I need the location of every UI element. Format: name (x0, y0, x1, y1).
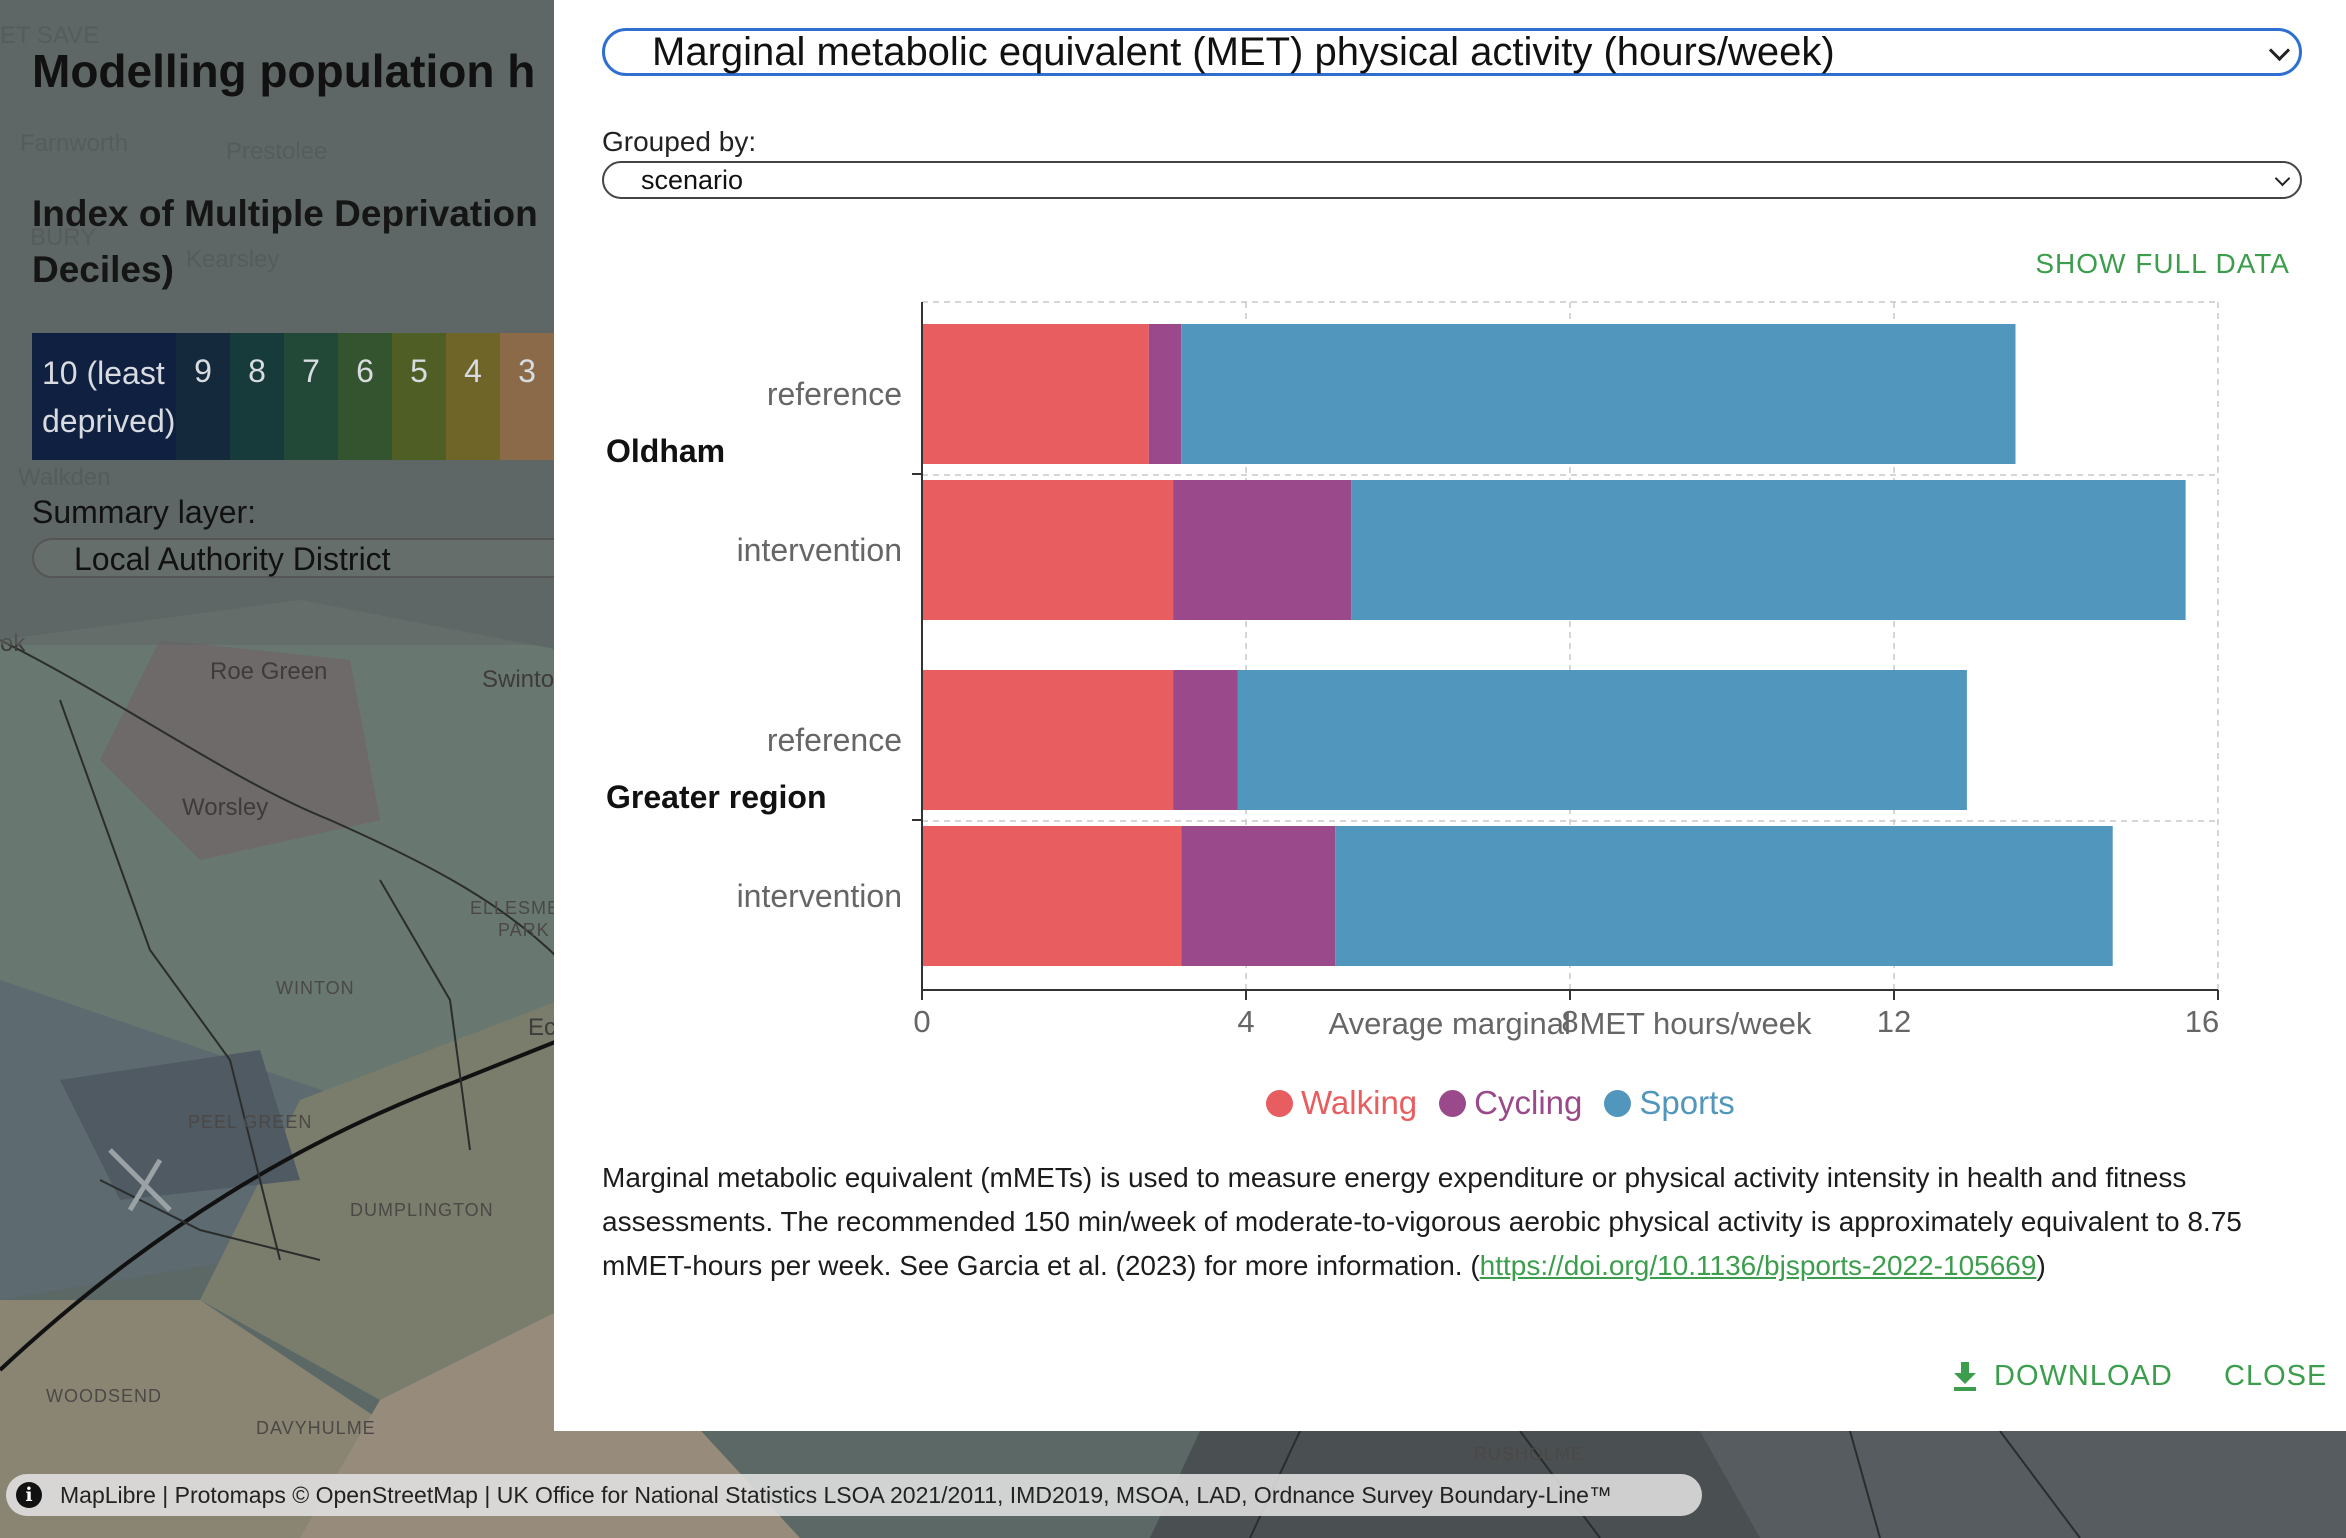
bar-segment-walking (922, 324, 1149, 464)
bar-segment-cycling (1173, 480, 1352, 620)
app-title: Modelling population h (32, 45, 536, 97)
legend-swatch (1439, 1089, 1467, 1117)
grouped-by-label: Grouped by: (602, 126, 757, 157)
bar-segment-walking (922, 670, 1174, 810)
close-button[interactable]: CLOSE (2224, 1360, 2328, 1392)
decile-swatch: 7 (284, 333, 338, 460)
map-place-label: WOODSEND (46, 1386, 162, 1406)
map-place-label: PEEL GREEN (188, 1112, 313, 1132)
map-place-label: Swinto (482, 666, 555, 693)
map-place-label: WINTON (276, 978, 355, 998)
bar-segment-sports (1237, 670, 1967, 810)
grouped-by-select[interactable]: scenario (602, 161, 2302, 199)
decile-swatch: 3 (500, 333, 554, 460)
doi-link[interactable]: https://doi.org/10.1136/bjsports-2022-10… (1479, 1250, 2037, 1281)
x-tick-label: 0 (913, 1004, 930, 1039)
x-tick-label: 12 (1877, 1004, 1911, 1039)
category-label: intervention (737, 532, 902, 568)
map-attribution: i MapLibre | Protomaps © OpenStreetMap |… (6, 1474, 1702, 1516)
legend-item[interactable]: Cycling (1439, 1084, 1582, 1122)
map-place-label: Roe Green (210, 658, 328, 685)
bar-segment-walking (922, 480, 1174, 620)
bar-segment-sports (1181, 324, 2016, 464)
bar-segment-sports (1351, 480, 2186, 620)
legend-swatch (1604, 1089, 1632, 1117)
category-label: intervention (737, 878, 902, 914)
legend-item[interactable]: Sports (1604, 1084, 1735, 1122)
bar-segment-walking (922, 826, 1182, 966)
met-description: Marginal metabolic equivalent (mMETs) is… (602, 1156, 2302, 1288)
map-place-label: Worsley (182, 794, 269, 821)
summary-layer-select[interactable]: Local Authority District (32, 538, 592, 578)
category-label: reference (767, 722, 902, 758)
map-place-label: DUMPLINGTON (350, 1200, 494, 1220)
decile-swatch: 10 (least deprived) (32, 333, 176, 460)
map-place-label: DAVYHULME (256, 1418, 376, 1438)
bar-segment-cycling (1181, 826, 1336, 966)
chevron-down-icon (2274, 170, 2291, 187)
description-text: Marginal metabolic equivalent (mMETs) is… (602, 1162, 2242, 1281)
show-full-data-button[interactable]: SHOW FULL DATA (2035, 248, 2290, 279)
category-label: reference (767, 376, 902, 412)
attribution-text: MapLibre | Protomaps © OpenStreetMap | U… (60, 1481, 1612, 1508)
description-end: ) (2036, 1250, 2046, 1281)
chevron-down-icon (2268, 39, 2291, 62)
legend-label: Sports (1639, 1084, 1735, 1121)
x-axis-label: Average marginal MET hours/week (1328, 1006, 1812, 1041)
x-tick-label: 16 (2185, 1004, 2219, 1039)
download-button[interactable]: DOWNLOAD (1952, 1360, 2173, 1393)
decile-legend: 10 (least deprived) 9 8 7 6 5 4 3 (32, 333, 554, 460)
decile-swatch: 5 (392, 333, 446, 460)
chart-dialog: Marginal metabolic equivalent (MET) phys… (554, 0, 2346, 1431)
map-place-label: PARK (498, 920, 550, 940)
chart-legend: Walking Cycling Sports (1266, 1084, 1735, 1122)
download-icon (1954, 1361, 1976, 1391)
map-place-label: ELLESME (470, 898, 561, 918)
group-label: Oldham (606, 433, 725, 469)
metric-select-value: Marginal metabolic equivalent (MET) phys… (652, 30, 1835, 74)
legend-label: Walking (1301, 1084, 1418, 1121)
bar-segment-cycling (1173, 670, 1238, 810)
download-label: DOWNLOAD (1994, 1360, 2173, 1392)
map-place-label: RUSHOLME (1474, 1444, 1585, 1464)
group-label: Greater region (606, 779, 827, 815)
map-place-label: Ec (528, 1014, 557, 1041)
left-control-panel: Modelling population h Index of Multiple… (0, 0, 592, 645)
legend-item[interactable]: Walking (1266, 1084, 1417, 1122)
imd-legend-title: Index of Multiple Deprivation Deciles) (32, 193, 538, 290)
summary-layer-label: Summary layer: (32, 494, 257, 530)
legend-swatch (1266, 1089, 1293, 1117)
x-tick-label: 8 (1561, 1004, 1578, 1039)
legend-label: Cycling (1474, 1084, 1583, 1121)
info-icon[interactable]: i (16, 1482, 42, 1508)
decile-swatch: 8 (230, 333, 284, 460)
stacked-bar-chart: 0 4 8 12 16 Average marginal MET hours/week re… (606, 301, 2219, 1041)
grouped-by-value: scenario (641, 165, 744, 195)
x-tick-label: 4 (1237, 1004, 1254, 1039)
bar-segment-sports (1335, 826, 2113, 966)
bar-segment-cycling (1148, 324, 1182, 464)
metric-select[interactable]: Marginal metabolic equivalent (MET) phys… (602, 28, 2302, 76)
decile-swatch: 6 (338, 333, 392, 460)
decile-swatch: 4 (446, 333, 500, 460)
decile-swatch: 9 (176, 333, 230, 460)
